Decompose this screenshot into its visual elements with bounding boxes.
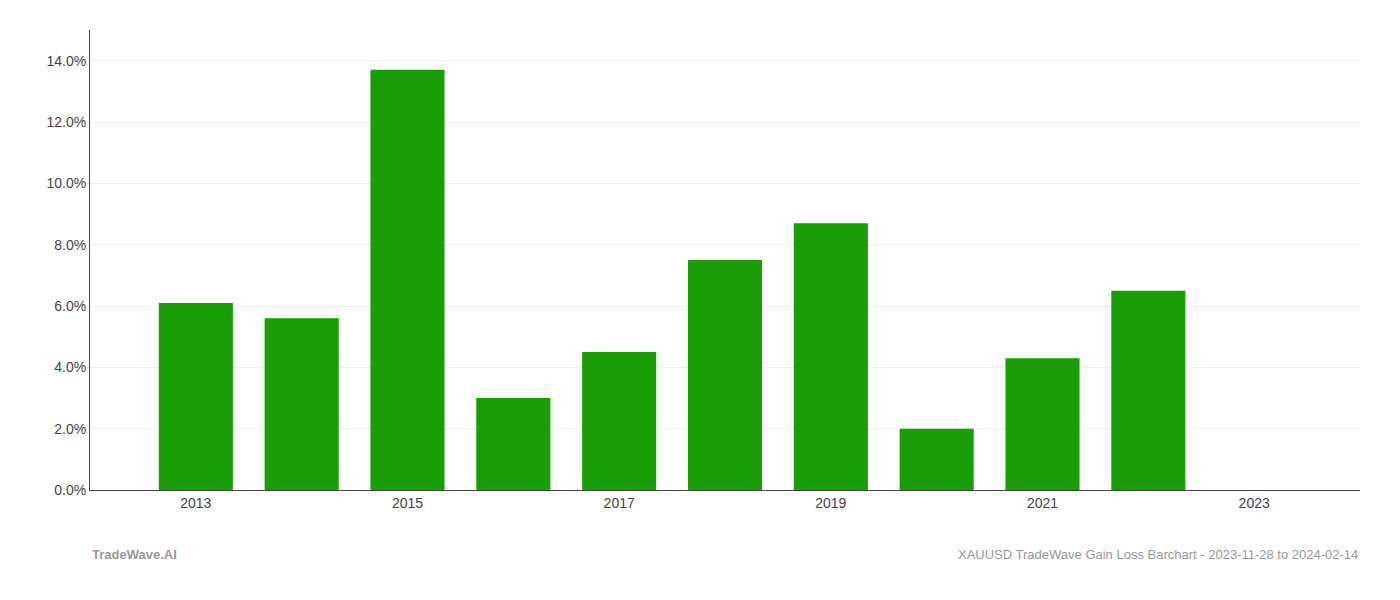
svg-text:XAUUSD TradeWave Gain Loss Bar: XAUUSD TradeWave Gain Loss Barchart - 20…: [958, 547, 1358, 562]
svg-text:0.0%: 0.0%: [54, 482, 86, 498]
svg-text:2013: 2013: [180, 495, 211, 511]
svg-text:TradeWave.AI: TradeWave.AI: [92, 547, 177, 562]
svg-text:2023: 2023: [1239, 495, 1270, 511]
svg-text:12.0%: 12.0%: [46, 114, 86, 130]
svg-text:4.0%: 4.0%: [54, 359, 86, 375]
svg-text:8.0%: 8.0%: [54, 237, 86, 253]
svg-text:6.0%: 6.0%: [54, 298, 86, 314]
svg-text:10.0%: 10.0%: [46, 175, 86, 191]
svg-text:2019: 2019: [815, 495, 846, 511]
svg-text:2.0%: 2.0%: [54, 421, 86, 437]
svg-text:2021: 2021: [1027, 495, 1058, 511]
svg-text:2017: 2017: [604, 495, 635, 511]
svg-text:14.0%: 14.0%: [46, 53, 86, 69]
svg-text:2015: 2015: [392, 495, 423, 511]
